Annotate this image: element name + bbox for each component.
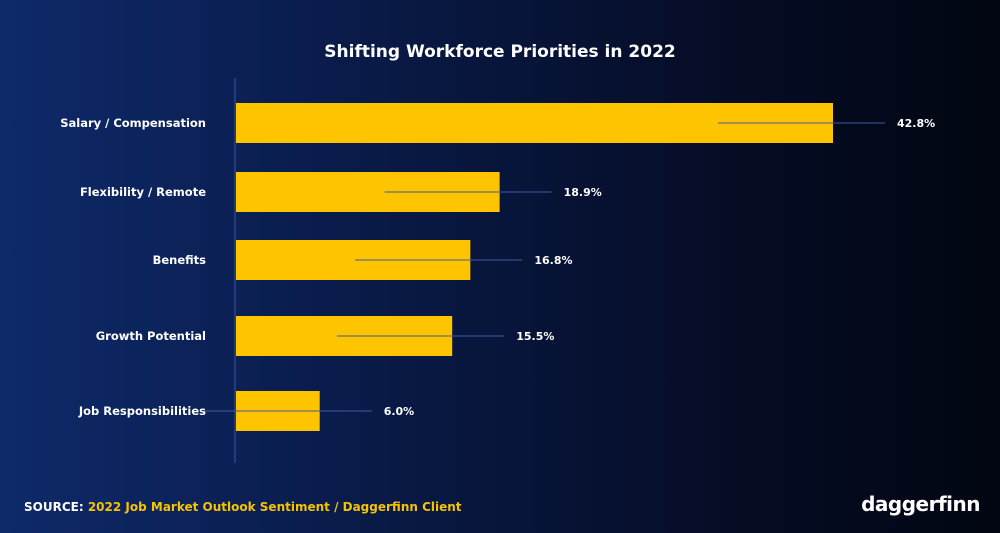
chart-title: Shifting Workforce Priorities in 2022 (324, 42, 675, 62)
value-label: 15.5% (516, 330, 554, 343)
value-label: 6.0% (384, 405, 415, 418)
value-label: 18.9% (564, 186, 602, 199)
category-label: Growth Potential (96, 329, 206, 343)
source-note: SOURCE: 2022 Job Market Outlook Sentimen… (24, 500, 462, 514)
source-text: 2022 Job Market Outlook Sentiment / Dagg… (87, 500, 462, 514)
category-label: Benefits (153, 253, 207, 267)
category-label: Salary / Compensation (60, 116, 206, 130)
source-prefix: SOURCE: (24, 500, 84, 514)
category-label: Flexibility / Remote (80, 185, 206, 199)
category-label: Job Responsibilities (78, 404, 206, 418)
daggerfinn-logo: daggerfinn (861, 492, 980, 516)
value-label: 16.8% (534, 254, 572, 267)
value-label: 42.8% (897, 117, 935, 130)
